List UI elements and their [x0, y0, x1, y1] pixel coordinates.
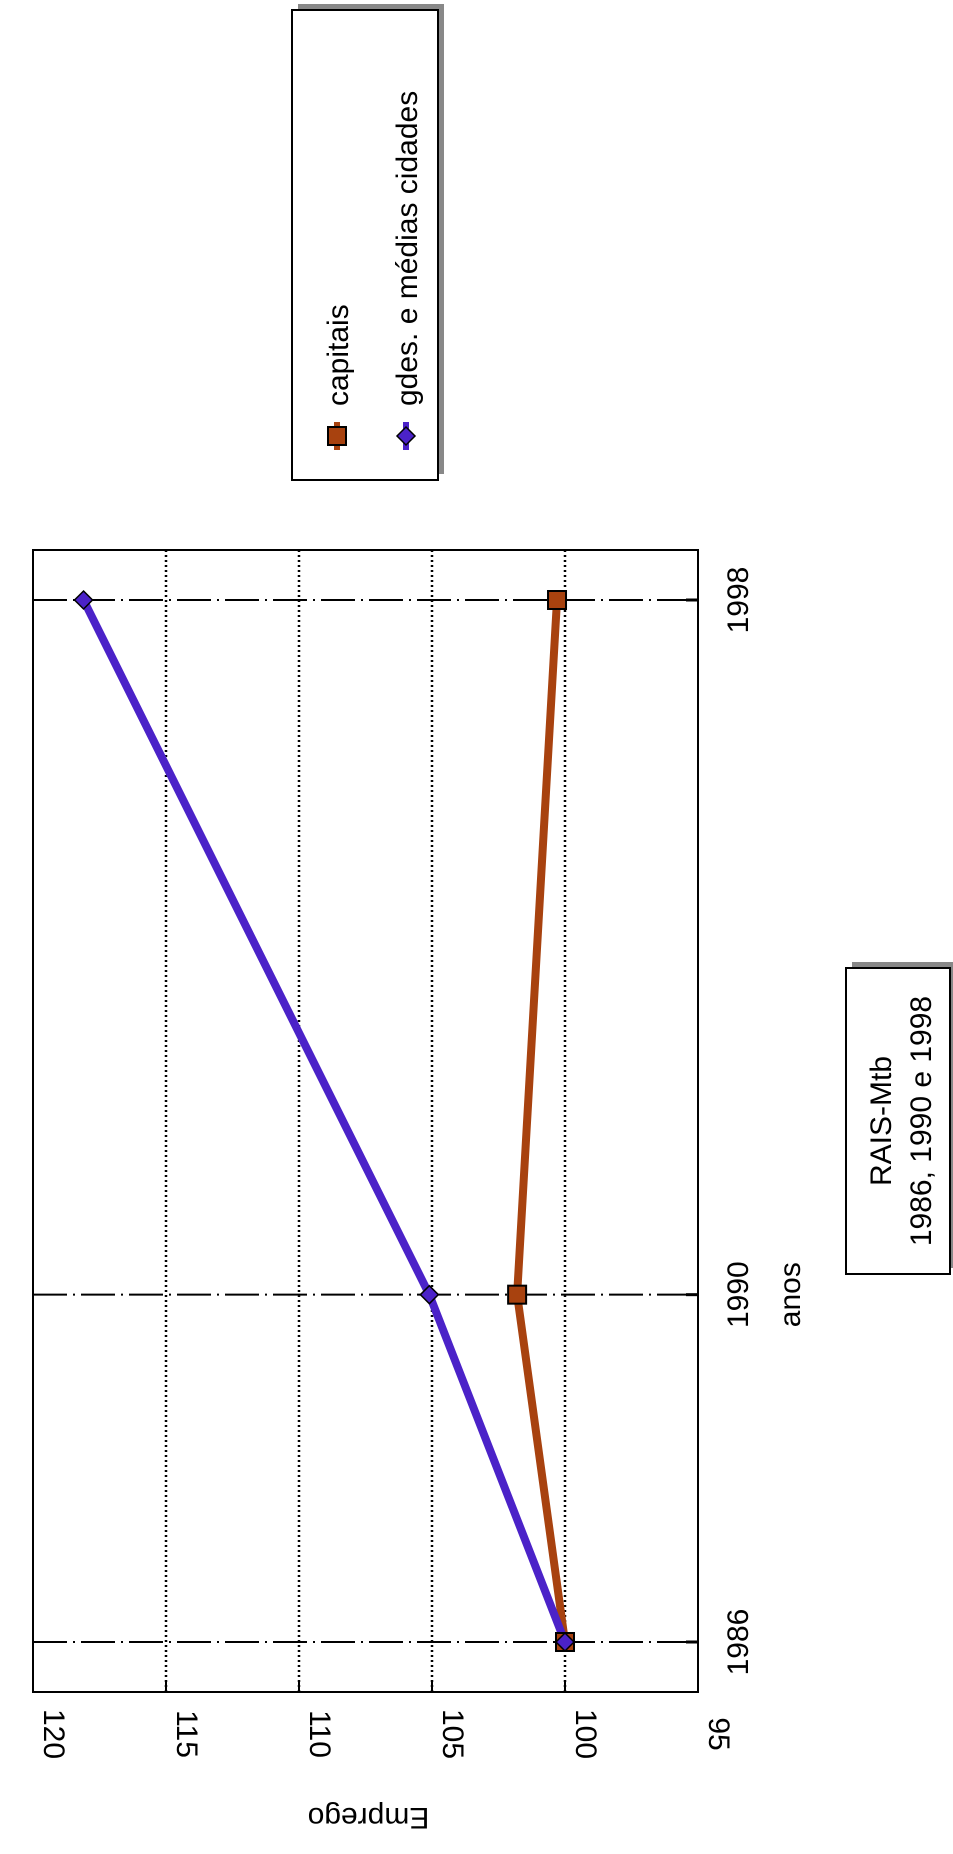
legend-swatch-marker — [327, 426, 347, 446]
x-axis-title: anos — [774, 1262, 807, 1327]
y-tick-label: 105 — [436, 1709, 469, 1759]
x-tick-label: 1990 — [722, 1261, 755, 1328]
source-note: RAIS-Mtb 1986, 1990 e 1998 — [845, 962, 953, 1275]
legend-items: capitais gdes. e médias cidades — [322, 91, 424, 450]
series-lines — [79, 598, 569, 1644]
legend-label: gdes. e médias cidades — [391, 91, 424, 406]
series-2-marker — [554, 1631, 576, 1653]
y-tick-label: 110 — [303, 1710, 336, 1758]
series-1-marker — [547, 590, 568, 610]
series-markers — [73, 589, 576, 1653]
y-tick-labels: 95 100 105 110 115 120 — [37, 1709, 735, 1759]
x-tick-labels: 1986 1990 1998 — [722, 567, 755, 1676]
series-line-2 — [79, 598, 569, 1644]
source-note-line-1: RAIS-Mtb — [865, 1056, 898, 1186]
legend-box — [291, 9, 439, 481]
x-tick-label: 1998 — [722, 567, 755, 634]
y-axis-title: Emprego — [308, 1801, 430, 1834]
grid-lines — [164, 550, 567, 1692]
series-1-marker — [507, 1284, 528, 1305]
tick-marks — [32, 598, 699, 1692]
legend-label: capitais — [322, 304, 355, 406]
y-tick-label: 100 — [569, 1709, 602, 1759]
series-2-marker — [419, 1284, 440, 1305]
y-tick-label: 95 — [702, 1717, 735, 1750]
series-2-marker — [73, 589, 94, 611]
legend-swatch-marker — [395, 425, 417, 447]
source-note-line-2: 1986, 1990 e 1998 — [905, 996, 938, 1246]
series-line-1 — [513, 599, 569, 1643]
legend-item: gdes. e médias cidades — [391, 91, 424, 450]
source-note-box — [845, 967, 951, 1275]
legend: capitais gdes. e médias cidades — [291, 4, 444, 481]
legend-item: capitais — [322, 304, 355, 450]
y-tick-label: 115 — [170, 1710, 203, 1758]
x-tick-label: 1986 — [722, 1609, 755, 1676]
y-tick-label: 120 — [37, 1709, 70, 1759]
year-reference-lines — [33, 599, 698, 1643]
plot-area — [32, 549, 699, 1693]
